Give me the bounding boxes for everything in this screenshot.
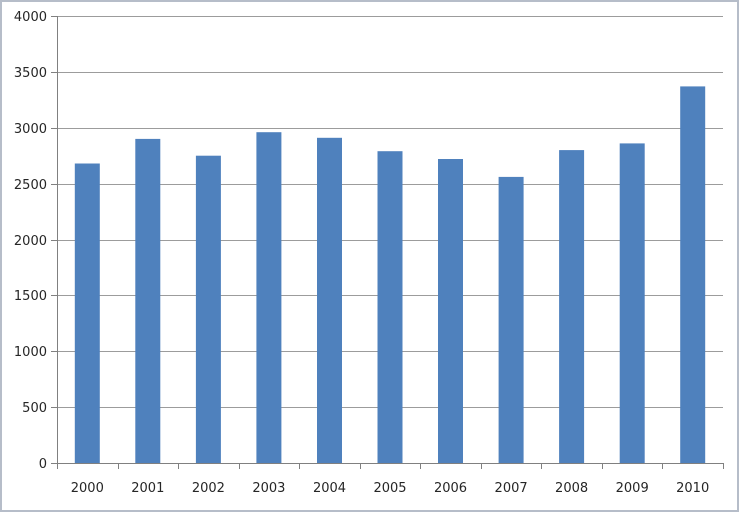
- y-tick-label-3500: 3500: [14, 66, 47, 81]
- axes: [57, 16, 723, 464]
- bar-2006[interactable]: [438, 159, 463, 463]
- y-axis-ticks: 0 500 1000 1500 2000 2500 3000 3500 4000: [14, 10, 57, 472]
- x-tick-label-2000: 2000: [71, 481, 104, 496]
- bar-series: [74, 86, 706, 464]
- x-tick-label-2002: 2002: [192, 481, 225, 496]
- x-tick-label-2009: 2009: [616, 481, 649, 496]
- y-tick-label-1500: 1500: [14, 289, 47, 304]
- y-tick-label-2000: 2000: [14, 234, 47, 249]
- bar-2010[interactable]: [680, 86, 706, 464]
- x-tick-label-2006: 2006: [434, 481, 467, 496]
- x-tick-label-2007: 2007: [495, 481, 528, 496]
- x-tick-label-2004: 2004: [313, 481, 346, 496]
- x-tick-label-2010: 2010: [676, 481, 709, 496]
- bar-2007[interactable]: [498, 176, 524, 463]
- x-tick-label-2005: 2005: [373, 481, 406, 496]
- bar-2008[interactable]: [559, 150, 585, 463]
- y-tick-label-3000: 3000: [14, 122, 47, 137]
- y-tick-label-1000: 1000: [14, 345, 47, 360]
- y-tick-label-0: 0: [39, 457, 47, 472]
- x-tick-label-2001: 2001: [131, 481, 164, 496]
- bar-2001[interactable]: [135, 138, 161, 463]
- bar-2003[interactable]: [256, 132, 282, 463]
- y-tick-label-2500: 2500: [14, 178, 47, 193]
- x-tick-label-2008: 2008: [555, 481, 588, 496]
- y-tick-label-500: 500: [22, 401, 47, 416]
- bar-2005[interactable]: [377, 151, 403, 463]
- y-tick-label-4000: 4000: [14, 10, 47, 25]
- x-axis-ticks: 2000 2001 2002 2003 2004 2005 2006 2007 2008 2009…: [57, 463, 724, 496]
- x-tick-label-2003: 2003: [252, 481, 285, 496]
- bar-2002[interactable]: [195, 155, 221, 463]
- bar-2009[interactable]: [619, 143, 645, 463]
- bar-2000[interactable]: [74, 163, 100, 464]
- bar-2004[interactable]: [317, 137, 342, 464]
